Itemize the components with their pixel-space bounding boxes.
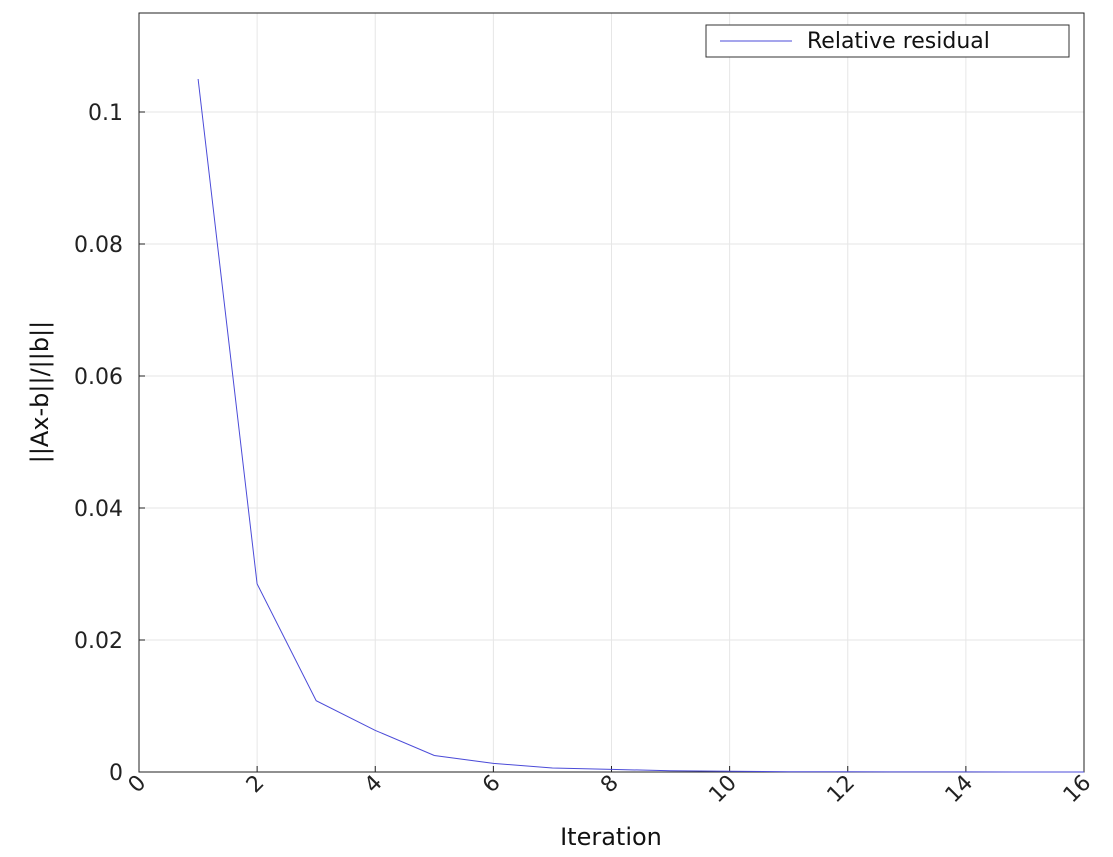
y-tick-label: 0 <box>109 761 123 786</box>
x-tick-label: 0 <box>124 771 152 799</box>
x-tick-label: 2 <box>242 771 270 799</box>
legend: Relative residual <box>705 24 1070 58</box>
legend-label: Relative residual <box>807 29 990 54</box>
x-tick-label: 14 <box>941 771 978 808</box>
y-tick-label: 0.1 <box>88 101 123 126</box>
series-line <box>197 78 1084 773</box>
x-tick-label: 8 <box>596 771 624 799</box>
x-tick-label: 4 <box>360 771 388 799</box>
x-tick-label: 10 <box>704 771 741 808</box>
y-tick-label: 0.06 <box>74 365 123 390</box>
x-tick-label: 12 <box>823 771 860 808</box>
y-tick-label: 0.04 <box>74 497 123 522</box>
x-tick-label: 16 <box>1059 771 1096 808</box>
x-axis-label: Iteration <box>560 823 662 851</box>
x-tick-label: 6 <box>478 771 506 799</box>
series-group <box>197 78 1084 773</box>
y-tick-label: 0.08 <box>74 233 123 258</box>
y-axis-label: ||Ax-b||/||b|| <box>26 321 54 464</box>
y-tick-label: 0.02 <box>74 629 123 654</box>
